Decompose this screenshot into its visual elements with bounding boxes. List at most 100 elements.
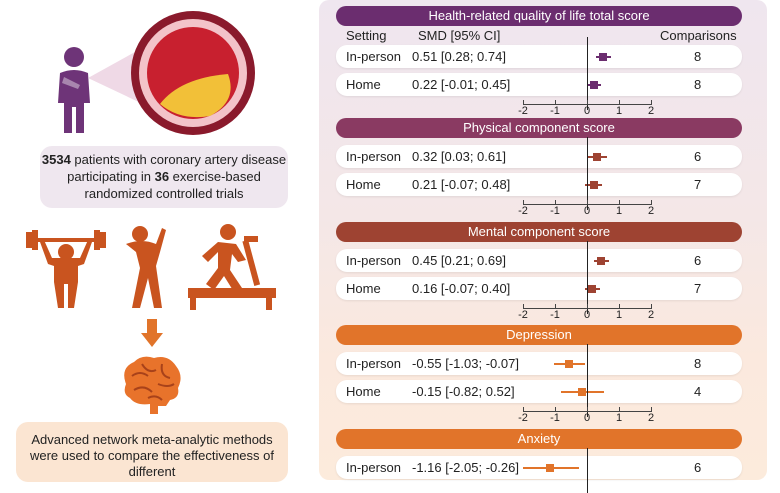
x-tick <box>651 100 652 105</box>
section-title: Depression <box>336 325 742 345</box>
column-header-comparisons: Comparisons <box>660 28 737 43</box>
patients-count: 3534 <box>41 152 71 167</box>
row-comparisons: 4 <box>694 384 702 399</box>
brain-icon <box>124 356 181 414</box>
row-comparisons: 8 <box>694 49 702 64</box>
x-tick-label: 0 <box>583 105 591 117</box>
x-tick <box>587 200 588 205</box>
point-estimate <box>590 81 599 89</box>
point-estimate <box>545 464 554 472</box>
point-estimate <box>589 181 598 189</box>
patients-text-1: patients with coronary artery disease pa… <box>67 152 287 184</box>
row-smd: 0.51 [0.28; 0.74] <box>412 49 506 64</box>
zero-line <box>587 137 588 210</box>
table-row <box>336 45 742 68</box>
x-tick-label: 1 <box>615 205 623 217</box>
x-tick-label: 2 <box>647 205 655 217</box>
table-row <box>336 173 742 196</box>
patient-figure-icon <box>58 47 90 133</box>
row-comparisons: 6 <box>694 460 702 475</box>
x-tick <box>555 100 556 105</box>
row-comparisons: 6 <box>694 253 702 268</box>
methods-text: Advanced network meta-analytic methods w… <box>29 432 274 479</box>
x-tick <box>619 100 620 105</box>
treadmill-icon <box>188 224 276 310</box>
weightlifting-icon <box>26 230 106 308</box>
section-title: Mental component score <box>336 222 742 242</box>
section-title: Physical component score <box>336 118 742 138</box>
row-smd: -0.15 [-0.82; 0.52] <box>412 384 515 399</box>
x-tick-label: -1 <box>550 412 560 424</box>
point-estimate <box>588 285 597 293</box>
row-setting: Home <box>346 177 381 192</box>
section-title: Anxiety <box>336 429 742 449</box>
x-tick <box>651 407 652 412</box>
row-comparisons: 6 <box>694 149 702 164</box>
x-tick <box>651 200 652 205</box>
x-tick-label: 1 <box>615 105 623 117</box>
x-tick-label: 1 <box>615 412 623 424</box>
x-tick-label: 1 <box>615 309 623 321</box>
section-title: Health-related quality of life total sco… <box>336 6 742 26</box>
row-smd: 0.16 [-0.07; 0.40] <box>412 281 511 296</box>
zero-line <box>587 241 588 314</box>
column-header-smd: SMD [95% CI] <box>418 28 501 43</box>
zero-line <box>587 37 588 110</box>
row-setting: In-person <box>346 460 401 475</box>
row-comparisons: 8 <box>694 356 702 371</box>
table-row <box>336 380 742 403</box>
x-tick <box>619 304 620 309</box>
point-estimate <box>599 53 608 61</box>
x-tick <box>651 304 652 309</box>
row-setting: Home <box>346 384 381 399</box>
x-tick-label: 2 <box>647 105 655 117</box>
patients-summary-box: 3534 patients with coronary artery disea… <box>40 146 288 208</box>
x-tick-label: -2 <box>518 412 528 424</box>
x-tick <box>587 407 588 412</box>
stretching-icon <box>126 226 166 308</box>
x-tick <box>555 407 556 412</box>
x-tick-label: 0 <box>583 412 591 424</box>
x-tick-label: 0 <box>583 205 591 217</box>
row-smd: -0.55 [-1.03; -0.07] <box>412 356 519 371</box>
x-tick <box>523 100 524 105</box>
table-row <box>336 73 742 96</box>
x-tick <box>523 304 524 309</box>
x-tick-label: -1 <box>550 205 560 217</box>
x-tick-label: 2 <box>647 309 655 321</box>
x-tick <box>587 100 588 105</box>
row-setting: In-person <box>346 253 401 268</box>
row-smd: -1.16 [-2.05; -0.26] <box>412 460 519 475</box>
x-tick <box>555 304 556 309</box>
trials-count: 36 <box>154 169 170 184</box>
point-estimate <box>565 360 574 368</box>
row-setting: In-person <box>346 356 401 371</box>
row-smd: 0.22 [-0.01; 0.45] <box>412 77 511 92</box>
x-tick-label: -1 <box>550 105 560 117</box>
table-row <box>336 249 742 272</box>
table-row <box>336 352 742 375</box>
row-comparisons: 7 <box>694 177 702 192</box>
x-tick-label: -1 <box>550 309 560 321</box>
row-smd: 0.21 [-0.07; 0.48] <box>412 177 511 192</box>
row-comparisons: 8 <box>694 77 702 92</box>
x-tick <box>587 304 588 309</box>
x-tick-label: -2 <box>518 105 528 117</box>
x-tick <box>523 200 524 205</box>
row-setting: In-person <box>346 149 401 164</box>
row-setting: Home <box>346 77 381 92</box>
x-tick <box>555 200 556 205</box>
table-row <box>336 277 742 300</box>
column-header-setting: Setting <box>346 28 387 43</box>
point-estimate <box>593 153 602 161</box>
artery-cross-section-icon <box>88 11 255 135</box>
table-row <box>336 145 742 168</box>
x-tick-label: -2 <box>518 309 528 321</box>
x-tick <box>619 200 620 205</box>
x-tick-label: 0 <box>583 309 591 321</box>
row-setting: Home <box>346 281 381 296</box>
zero-line <box>587 344 588 417</box>
x-tick-label: 2 <box>647 412 655 424</box>
point-estimate <box>578 388 587 396</box>
row-smd: 0.45 [0.21; 0.69] <box>412 253 506 268</box>
